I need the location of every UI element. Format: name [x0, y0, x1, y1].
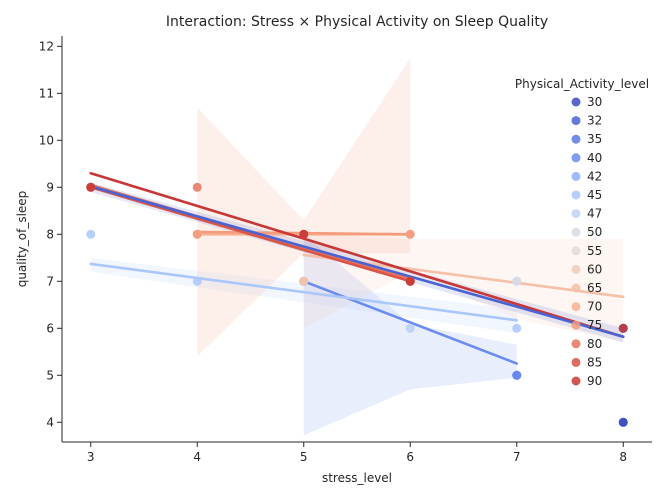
legend-marker — [571, 264, 581, 274]
y-tick-label: 9 — [46, 180, 54, 194]
regression-line — [89, 262, 519, 322]
legend-label: 70 — [587, 300, 602, 314]
x-ticks: 3 4 5 6 7 8 — [87, 442, 627, 464]
legend-label: 90 — [587, 374, 602, 388]
regression-line — [89, 185, 625, 339]
x-axis-label: stress_level — [322, 471, 392, 485]
x-tick-label: 5 — [300, 450, 308, 464]
legend-label: 75 — [587, 318, 602, 332]
scatter-points — [86, 182, 628, 427]
confidence-band — [197, 58, 411, 357]
x-tick-label: 3 — [87, 450, 95, 464]
legend-label: 50 — [587, 225, 602, 239]
regression-line — [89, 171, 625, 339]
confidence-band — [303, 234, 517, 436]
data-point — [86, 182, 96, 192]
data-point — [512, 323, 522, 333]
legend-label: 45 — [587, 188, 602, 202]
data-point — [405, 323, 415, 333]
y-tick-label: 10 — [39, 133, 54, 147]
y-ticks: 4 5 6 7 8 9 10 11 12 — [39, 39, 62, 429]
legend-label: 65 — [587, 281, 602, 295]
y-tick-label: 6 — [46, 321, 54, 335]
data-point — [618, 323, 628, 333]
legend-label: 85 — [587, 355, 602, 369]
y-axis-label: quality_of_sleep — [15, 191, 29, 288]
confidence-band — [90, 257, 517, 333]
legend-label: 80 — [587, 337, 602, 351]
y-tick-label: 12 — [39, 39, 54, 53]
regression-lines — [89, 171, 625, 365]
legend-marker — [571, 376, 581, 386]
legend-marker — [571, 97, 581, 107]
x-tick-label: 4 — [193, 450, 201, 464]
confidence-bands — [90, 58, 624, 436]
y-tick-label: 4 — [46, 415, 54, 429]
data-point — [405, 276, 415, 286]
legend-marker — [571, 116, 581, 126]
y-tick-label: 5 — [46, 368, 54, 382]
regression-line — [302, 279, 519, 365]
legend-marker — [571, 246, 581, 256]
legend-marker — [571, 357, 581, 367]
legend-label: 55 — [587, 244, 602, 258]
x-tick-label: 6 — [406, 450, 414, 464]
legend-label: 42 — [587, 169, 602, 183]
legend: Physical_Activity_level 30 32 35 40 42 45 47 50… — [515, 77, 649, 388]
legend-marker — [571, 339, 581, 349]
x-tick-label: 7 — [513, 450, 521, 464]
legend-label: 40 — [587, 151, 602, 165]
data-point — [192, 276, 202, 286]
data-point — [299, 229, 309, 239]
legend-marker — [571, 190, 581, 200]
data-point — [86, 229, 96, 239]
data-point — [512, 276, 522, 286]
legend-marker — [571, 171, 581, 181]
legend-marker — [571, 153, 581, 163]
legend-label: 32 — [587, 114, 602, 128]
legend-marker — [571, 283, 581, 293]
legend-marker — [571, 320, 581, 330]
legend-marker — [571, 227, 581, 237]
legend-marker — [571, 302, 581, 312]
legend-label: 30 — [587, 95, 602, 109]
data-point — [512, 370, 522, 380]
x-tick-label: 8 — [619, 450, 627, 464]
data-point — [192, 182, 202, 192]
data-point — [618, 417, 628, 427]
legend-label: 47 — [587, 207, 602, 221]
legend-label: 60 — [587, 262, 602, 276]
chart-title: Interaction: Stress × Physical Activity … — [166, 14, 548, 30]
y-tick-label: 8 — [46, 227, 54, 241]
data-point — [192, 229, 202, 239]
data-point — [405, 229, 415, 239]
legend-label: 35 — [587, 132, 602, 146]
regression-line — [89, 186, 412, 283]
legend-marker — [571, 134, 581, 144]
data-point — [299, 276, 309, 286]
legend-title: Physical_Activity_level — [515, 77, 649, 91]
y-tick-label: 11 — [39, 86, 54, 100]
y-tick-label: 7 — [46, 274, 54, 288]
legend-marker — [571, 209, 581, 219]
